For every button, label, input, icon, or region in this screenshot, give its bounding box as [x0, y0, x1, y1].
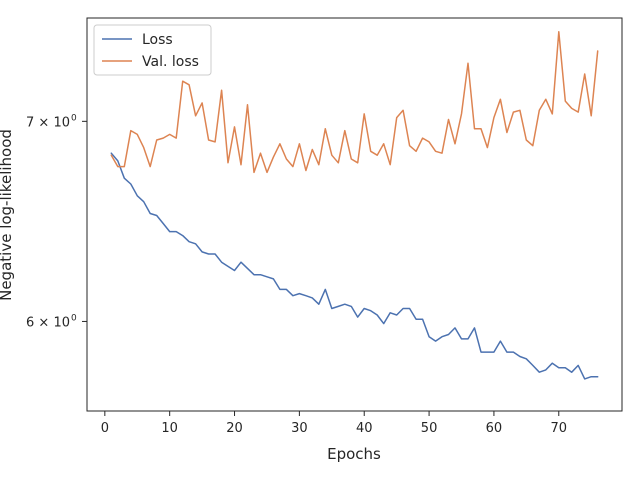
x-tick-label: 60: [486, 421, 503, 436]
y-tick-label: 6 × 10: [26, 315, 70, 330]
x-tick-label: 0: [101, 421, 109, 436]
x-tick-label: 20: [226, 421, 243, 436]
y-tick-exponent: 0: [71, 313, 77, 323]
legend-label-loss: Loss: [142, 32, 173, 48]
y-tick-label: 7 × 10: [26, 115, 70, 130]
plot-frame: [86, 17, 623, 412]
x-axis-label: Epochs: [327, 445, 381, 463]
legend-box: [93, 24, 212, 76]
series-layer: [110, 31, 599, 380]
plot-area: [86, 17, 623, 412]
legend-label-val-loss: Val. loss: [142, 54, 199, 70]
legend: Loss Val. loss: [93, 24, 212, 76]
series-line-val-loss: [110, 31, 599, 174]
series-line-loss: [110, 152, 599, 380]
x-tick-label: 30: [291, 421, 308, 436]
x-tick-label: 40: [356, 421, 373, 436]
x-tick-label: 70: [550, 421, 567, 436]
y-axis-label: Negative log-likelihood: [0, 129, 15, 301]
ticks-layer: 0 10 20 30 40 50 60 706 × 10 07 × 10 0: [26, 113, 567, 436]
y-tick-exponent: 0: [71, 113, 77, 123]
x-tick-label: 10: [161, 421, 178, 436]
x-tick-label: 50: [421, 421, 438, 436]
